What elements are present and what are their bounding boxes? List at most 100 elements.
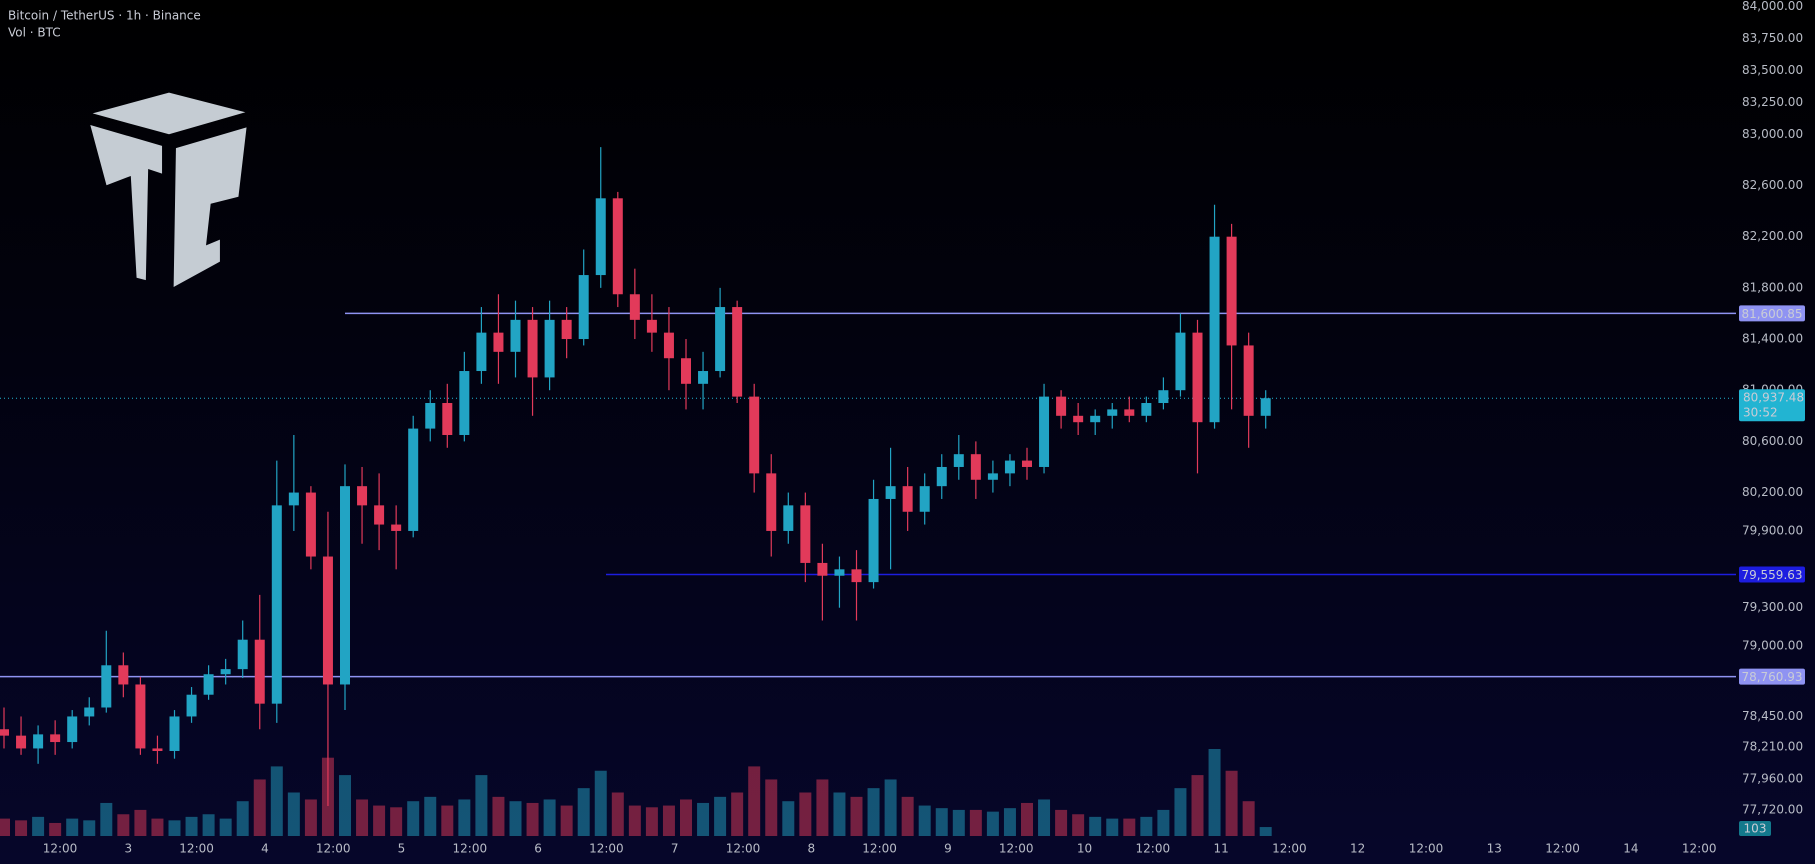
candle-body [800, 505, 811, 563]
candle-body [1243, 345, 1254, 416]
volume-label: 103 [1744, 822, 1767, 836]
candle-body [902, 486, 913, 512]
x-tick-label: 9 [944, 842, 952, 856]
y-tick-label: 81,400.00 [1742, 332, 1803, 346]
candle-body [84, 707, 95, 717]
candle-body [340, 486, 350, 685]
candle-body [698, 371, 709, 384]
volume-bar [901, 796, 914, 836]
volume-bar [339, 775, 351, 836]
volume-bar [475, 775, 488, 836]
x-tick-label: 11 [1213, 842, 1228, 856]
volume-bar [986, 811, 999, 836]
volume-bar [1003, 808, 1016, 836]
candle-body [288, 492, 299, 506]
volume-bar [356, 799, 369, 836]
x-tick-label: 12:00 [1272, 842, 1307, 856]
volume-bar [424, 796, 437, 836]
y-tick-label: 81,800.00 [1742, 280, 1803, 294]
volume-bar [577, 788, 590, 836]
x-tick-label: 12:00 [999, 842, 1034, 856]
candle-body [749, 396, 760, 474]
chart-subtitle: Vol · BTC [8, 26, 61, 40]
candle-body [681, 358, 691, 384]
volume-bar [407, 801, 420, 836]
volume-bar [219, 818, 232, 836]
x-tick-label: 12:00 [1545, 842, 1580, 856]
y-tick-label: 82,600.00 [1742, 178, 1803, 192]
candle-body [254, 639, 265, 704]
volume-bar [697, 802, 710, 836]
volume-bar [100, 802, 113, 836]
candle-body [322, 556, 333, 685]
volume-bar [49, 822, 62, 836]
candle-body [663, 332, 674, 359]
volume-bar [1072, 814, 1085, 836]
volume-bar [15, 820, 28, 836]
y-tick-label: 77,960.00 [1742, 772, 1803, 786]
candle-body [970, 454, 981, 480]
candle-body [135, 684, 146, 749]
x-tick-label: 12:00 [316, 842, 351, 856]
y-tick-label: 82,200.00 [1742, 229, 1803, 243]
x-tick-label: 12:00 [862, 842, 897, 856]
candle-body [987, 473, 998, 480]
volume-bar [680, 799, 692, 836]
x-tick-label: 12:00 [589, 842, 624, 856]
candle-body [425, 403, 436, 429]
candle-body [101, 665, 112, 708]
volume-bar [884, 779, 897, 836]
y-tick-label: 83,250.00 [1742, 95, 1803, 109]
volume-bar [543, 799, 556, 836]
volume-bar [799, 792, 812, 836]
y-tick-label: 84,000.00 [1742, 0, 1803, 13]
level-label-box [1739, 668, 1805, 685]
candle-body [357, 486, 368, 506]
candle-body [67, 716, 78, 743]
candle-body [1158, 390, 1169, 404]
candle-body [510, 319, 521, 352]
x-tick-label: 13 [1487, 842, 1502, 856]
y-tick-label: 83,500.00 [1742, 63, 1803, 77]
volume-bar [1259, 827, 1272, 836]
volume-bar [117, 814, 130, 836]
candle-body [391, 524, 402, 531]
candle-body [493, 332, 504, 352]
volume-bar [714, 796, 727, 836]
candle-body [305, 492, 316, 557]
volume-bar [1038, 799, 1051, 836]
volume-bar [509, 801, 522, 836]
volume-bar [1225, 770, 1238, 836]
volume-bar [287, 792, 300, 836]
candle-body [1056, 396, 1067, 416]
level-label: 79,559.63 [1741, 568, 1802, 582]
candle-body [1124, 409, 1135, 416]
candle-body [1209, 236, 1220, 423]
volume-bar [560, 805, 573, 836]
logo [90, 92, 247, 288]
y-tick-label: 80,600.00 [1742, 434, 1803, 448]
candle-body [169, 716, 180, 752]
candle-body [33, 734, 44, 749]
volume-bar [236, 801, 249, 836]
candle-body [152, 748, 163, 752]
volume-bar [1157, 809, 1170, 836]
logo-top [92, 92, 246, 135]
candle-body [544, 319, 555, 378]
candle-body [629, 294, 640, 320]
volume-bar [935, 808, 948, 836]
y-tick-label: 79,300.00 [1742, 600, 1803, 614]
candle-body [561, 319, 572, 340]
volume-bar [151, 818, 164, 836]
candle-body [1175, 332, 1186, 391]
candle-body [1260, 398, 1271, 416]
candle-body [476, 332, 487, 372]
candle-body [919, 486, 930, 512]
candle-body [1090, 415, 1101, 423]
volume-bar [1021, 802, 1033, 836]
x-tick-label: 12:00 [179, 842, 214, 856]
candle-body [578, 275, 589, 340]
y-tick-label: 78,210.00 [1742, 740, 1803, 754]
candle-body [851, 569, 862, 583]
last-price-box [1739, 389, 1805, 422]
